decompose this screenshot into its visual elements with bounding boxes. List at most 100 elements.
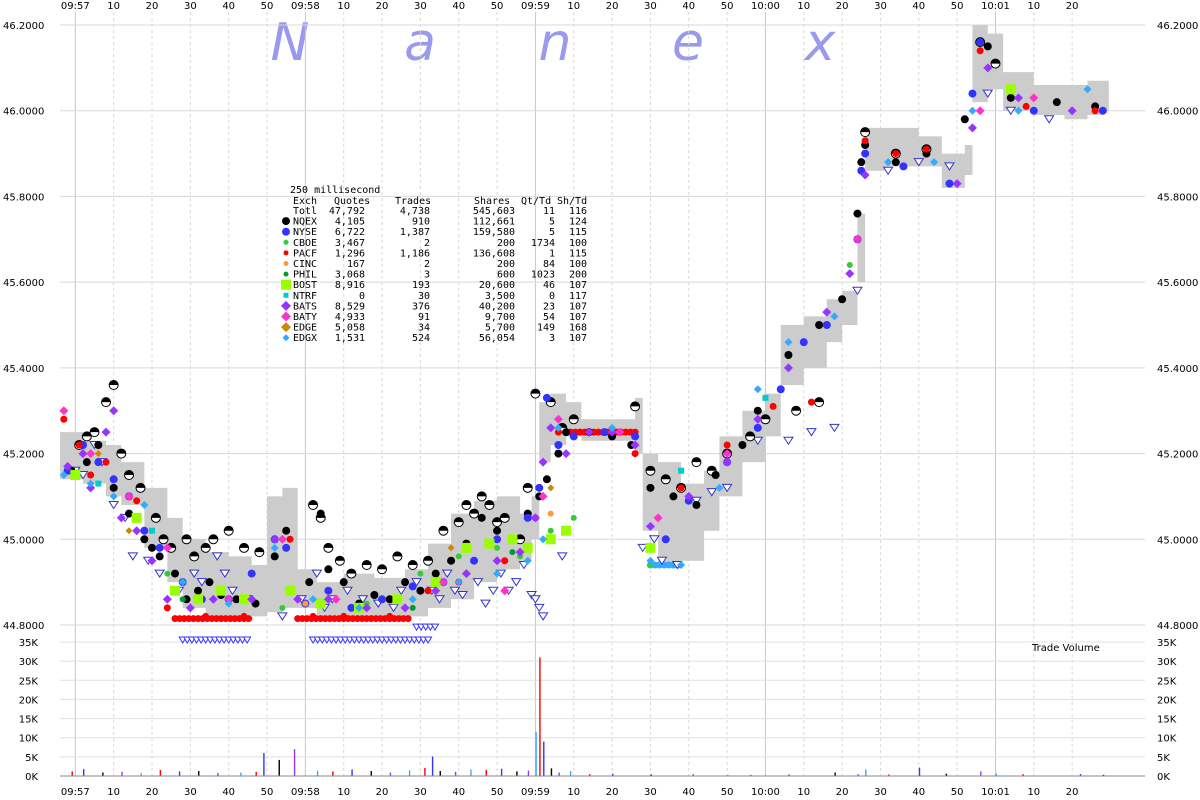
legend-cell-sh-td: 107 — [569, 333, 587, 344]
series-point-nqex — [711, 471, 720, 479]
legend-marker-cinc — [283, 261, 289, 266]
series-point-nyse — [470, 556, 479, 565]
watermark-letter: x — [803, 13, 837, 73]
series-point-bats — [822, 307, 832, 317]
series-point-bats — [400, 603, 410, 613]
legend-cell-quotes: 5,058 — [335, 323, 365, 334]
legend-marker-ntrf — [283, 292, 289, 298]
bid-marker — [227, 586, 238, 596]
bid-marker — [388, 603, 399, 613]
price-tick-label-left: 45.4000 — [3, 364, 44, 375]
legend-cell-trades: 91 — [418, 312, 430, 323]
legend-marker-nqex — [282, 217, 290, 226]
ask-marker-top — [377, 564, 387, 570]
series-point-nqex — [125, 509, 134, 518]
price-tick-label-right: 44.8000 — [1157, 621, 1198, 632]
series-point-pacf — [723, 441, 731, 449]
bid-marker — [648, 535, 660, 544]
series-point-bats — [538, 457, 548, 467]
series-point-nqex — [416, 586, 425, 595]
bid-marker — [154, 569, 166, 578]
volume-tick-label-left: 5K — [25, 753, 38, 764]
ask-marker-top — [90, 427, 100, 433]
series-point-nqex — [109, 483, 118, 492]
series-point-nqex — [838, 295, 847, 304]
bid-marker — [434, 595, 445, 604]
legend-cell-sh-td: 100 — [569, 259, 587, 270]
ask-marker-top — [530, 389, 540, 394]
ask-marker-top — [124, 470, 134, 475]
series-point-nyse — [493, 535, 502, 544]
time-tick-label-top: 30 — [414, 1, 427, 12]
volume-bar — [121, 771, 123, 776]
series-point-bats — [607, 427, 617, 437]
ask-marker-top — [990, 59, 1000, 64]
series-point-edgx — [309, 595, 318, 604]
series-point-edgx — [523, 556, 532, 565]
series-point-bats — [561, 449, 571, 459]
legend-cell-qt-td: 23 — [543, 301, 555, 312]
series-point-bost — [484, 538, 495, 549]
price-tick-label-left: 44.8000 — [3, 621, 44, 632]
series-point-baty — [852, 234, 862, 244]
legend-cell-quotes: 8,529 — [335, 301, 365, 312]
ask-marker-top — [335, 556, 345, 561]
series-point-nyse — [968, 89, 977, 98]
volume-tick-label-right: 0K — [1157, 772, 1170, 783]
series-point-bats — [983, 63, 993, 73]
legend-header-trades: Trades — [395, 196, 431, 207]
bid-marker — [529, 595, 541, 604]
series-point-nyse — [282, 543, 291, 552]
series-point-nqex — [270, 552, 279, 561]
time-tick-label-top: 50 — [261, 1, 274, 12]
legend-cell-quotes: 4,933 — [335, 312, 365, 323]
series-point-bats — [515, 547, 525, 557]
series-point-pacf — [102, 458, 110, 466]
series-point-bats — [208, 594, 218, 604]
volume-bar — [240, 772, 242, 776]
legend-cell-trades: 524 — [412, 333, 430, 344]
series-point-cboe — [494, 544, 501, 551]
bid-marker — [944, 162, 955, 171]
series-point-bost — [645, 542, 656, 553]
series-point-nqex — [1052, 98, 1061, 107]
series-point-pacf — [976, 47, 984, 55]
series-point-nyse — [569, 432, 578, 441]
bid-marker — [196, 578, 208, 587]
legend-cell-qt-td: 0 — [549, 291, 555, 302]
time-tick-label-top: 10:01 — [981, 1, 1010, 12]
legend-title: 250 millisecond — [290, 185, 380, 196]
series-point-pacf — [75, 441, 83, 449]
series-point-nyse — [776, 385, 785, 394]
series-point-bats — [461, 569, 471, 579]
bid-marker — [457, 591, 468, 600]
volume-bar — [857, 774, 859, 776]
series-point-bats — [546, 423, 556, 433]
ask-marker-top — [308, 500, 318, 505]
ask-marker-top — [707, 466, 717, 471]
series-point-edgx — [224, 599, 233, 608]
legend-cell-sh-td: 116 — [569, 206, 587, 217]
legend-cell-exch: CINC — [293, 259, 317, 270]
bid-marker — [1005, 106, 1017, 116]
series-point-pacf — [386, 612, 394, 620]
series-point-pacf — [240, 612, 248, 620]
ask-marker-top — [492, 517, 502, 523]
legend-cell-shares: 20,600 — [479, 280, 515, 291]
bid-marker — [487, 586, 499, 596]
legend-cell-trades: 30 — [418, 291, 430, 302]
time-tick-label-bottom: 10 — [567, 787, 580, 798]
time-tick-label-bottom: 09:59 — [521, 787, 550, 798]
time-tick-label-bottom: 10 — [337, 787, 350, 798]
time-tick-label-bottom: 10 — [1027, 787, 1040, 798]
bid-marker — [480, 599, 491, 608]
series-point-ntrf — [678, 467, 685, 474]
legend-cell-quotes: 0 — [359, 291, 365, 302]
ask-marker-top — [362, 560, 372, 565]
series-point-nqex — [891, 158, 900, 167]
series-point-edgx — [109, 492, 118, 501]
bid-marker — [211, 552, 223, 561]
series-point-ntrf — [149, 527, 156, 534]
legend-cell-exch: CBOE — [293, 238, 317, 249]
series-point-nqex — [339, 578, 348, 587]
